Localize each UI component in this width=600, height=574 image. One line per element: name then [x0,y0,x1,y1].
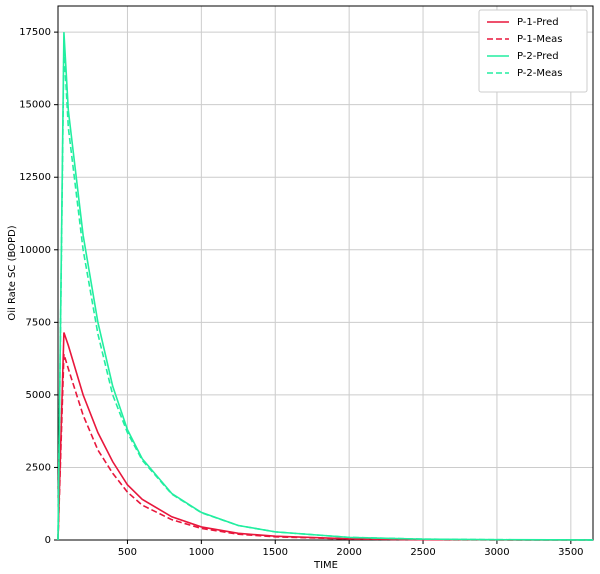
plot-frame [57,5,594,541]
y-tick-label: 2500 [26,462,51,473]
legend-label: P-1-Meas [517,34,563,45]
legend-label: P-2-Meas [517,68,563,79]
series-line [57,332,594,541]
x-axis-label: TIME [313,560,338,571]
y-tick-label: 15000 [19,100,51,111]
series-line [57,32,594,541]
y-tick-label: 12500 [19,172,51,183]
y-tick-label: 17500 [19,27,51,38]
legend-label: P-2-Pred [517,51,559,62]
x-tick-label: 3000 [484,547,509,558]
series-line [57,354,594,541]
x-tick-label: 1500 [263,547,288,558]
legend-label: P-1-Pred [517,17,559,28]
y-tick-label: 7500 [26,317,51,328]
x-tick-label: 3500 [558,547,583,558]
y-axis-label: Oil Rate SC (BOPD) [7,225,18,320]
y-tick-label: 0 [45,535,51,546]
series-line [57,46,594,541]
legend-box [478,9,588,93]
x-tick-label: 2500 [410,547,435,558]
y-tick-label: 5000 [26,390,51,401]
y-tick-label: 10000 [19,245,51,256]
x-tick-label: 1000 [189,547,214,558]
x-tick-label: 500 [118,547,137,558]
x-tick-label: 2000 [336,547,361,558]
